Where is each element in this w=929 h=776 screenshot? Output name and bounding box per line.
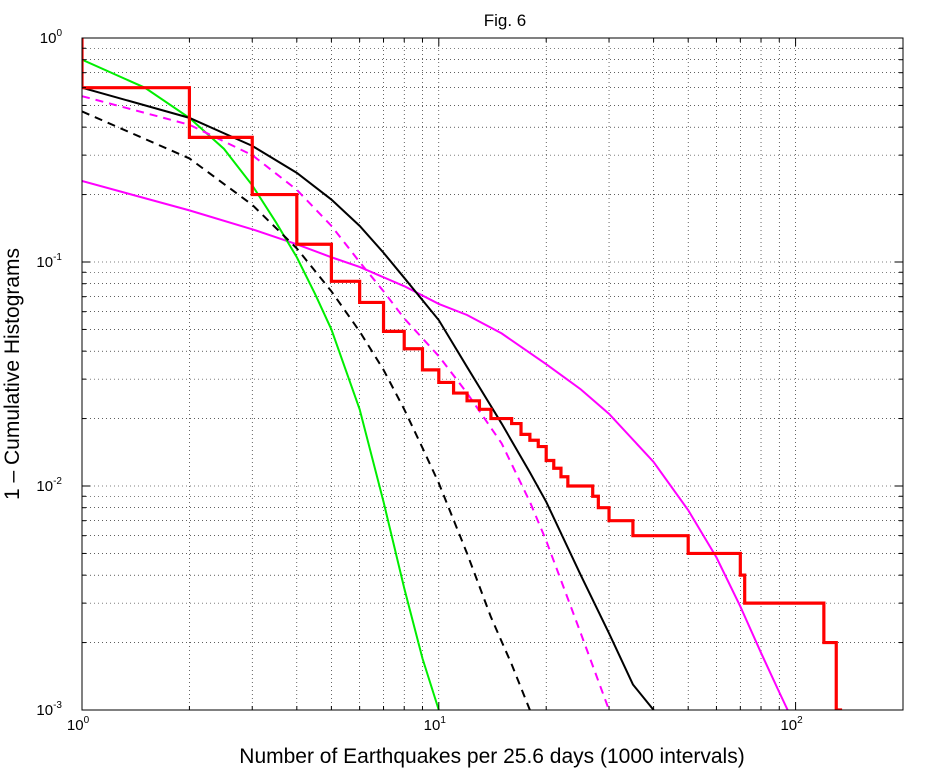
y-tick-label: 10-1 — [36, 252, 62, 271]
y-tick-label: 100 — [40, 28, 63, 47]
y-tick-label: 10-2 — [36, 476, 62, 495]
x-tick-label: 102 — [780, 715, 803, 734]
y-axis-label: 1 – Cumulative Histograms — [1, 248, 24, 500]
series-line-1 — [82, 86, 655, 710]
ticks: 100 101 102 10-3 10-2 10-1 100 — [36, 28, 904, 734]
series-line-5 — [82, 58, 440, 710]
plot-frame — [81, 37, 904, 711]
series-layer — [82, 38, 843, 710]
chart-title: Fig. 6 — [484, 11, 527, 30]
series-line-4 — [82, 180, 789, 710]
series-line-3 — [82, 95, 610, 710]
x-tick-label: 100 — [67, 715, 90, 734]
series-line-2 — [82, 110, 531, 710]
x-axis-label: Number of Earthquakes per 25.6 days (100… — [239, 745, 744, 768]
plot-area — [82, 38, 903, 710]
grid — [82, 38, 903, 710]
series-line-0 — [82, 38, 843, 710]
y-tick-label: 10-3 — [36, 700, 62, 719]
x-tick-label: 101 — [424, 715, 447, 734]
